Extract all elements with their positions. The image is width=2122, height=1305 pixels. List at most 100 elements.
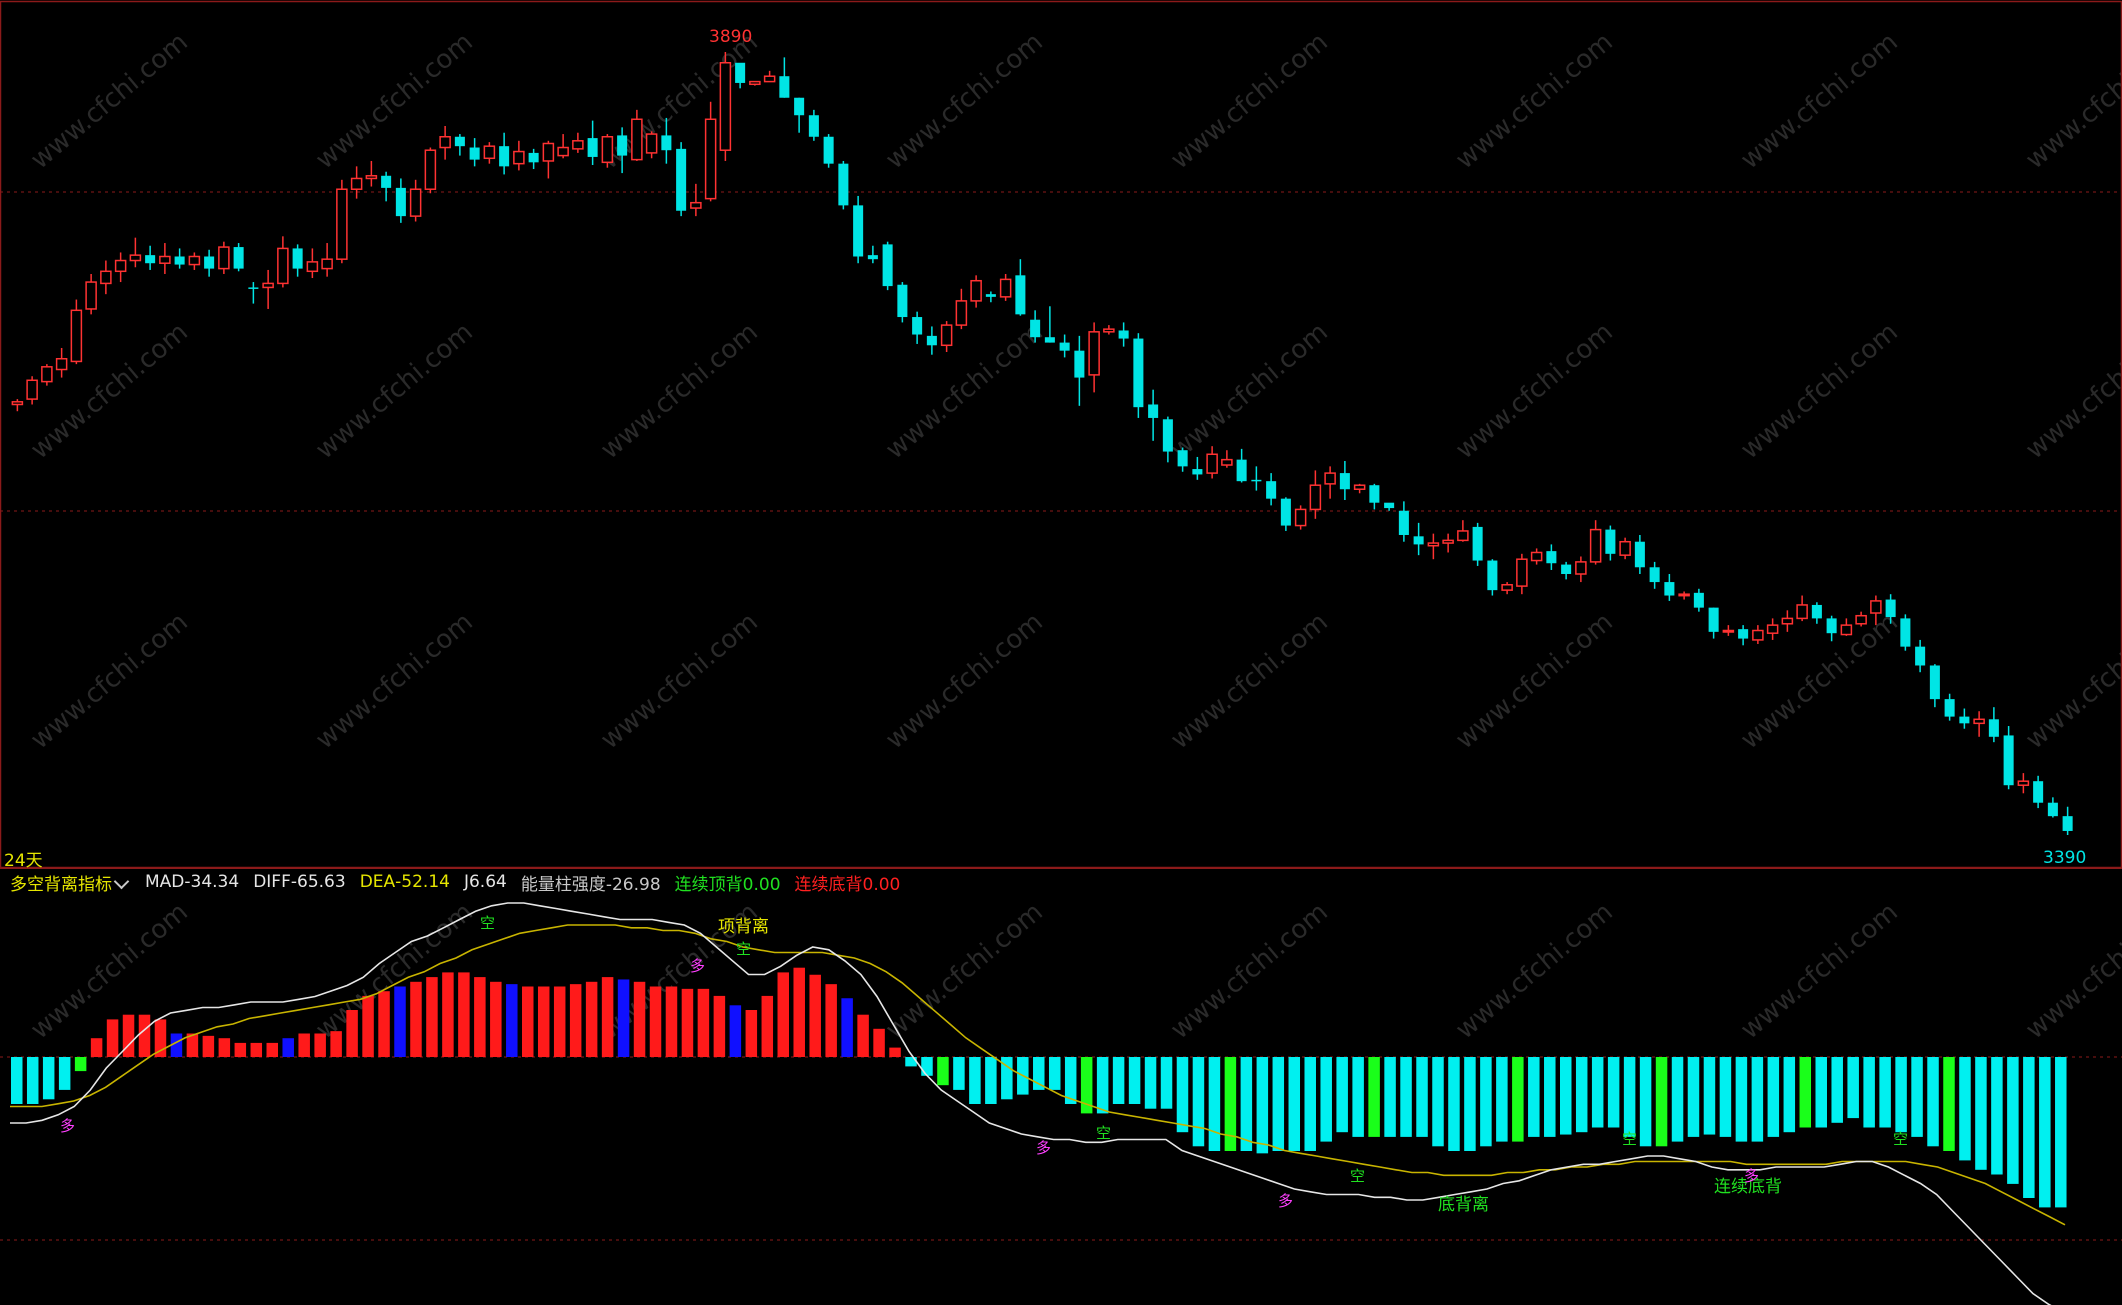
indicator-selector[interactable]: 多空背离指标 xyxy=(10,870,131,895)
watermark-text: www.cfchi.com xyxy=(880,317,1049,465)
histogram-bar-positive xyxy=(713,995,726,1057)
candle-body-down xyxy=(676,148,687,211)
histogram-bar-negative xyxy=(1208,1057,1221,1151)
histogram-bar-negative xyxy=(2055,1057,2067,1208)
watermark-text: www.cfchi.com xyxy=(2020,317,2122,465)
candle-body-up xyxy=(41,366,53,383)
histogram-bar-negative xyxy=(1304,1057,1316,1151)
candle-body-down xyxy=(882,244,893,287)
histogram-bar-negative xyxy=(1192,1057,1205,1147)
histogram-bar-negative xyxy=(1064,1057,1077,1104)
candle-body-up xyxy=(483,145,496,160)
candle-body-up xyxy=(557,146,569,157)
histogram-bar-negative xyxy=(11,1057,23,1104)
histogram-bar-negative xyxy=(1448,1057,1460,1151)
watermark-text: www.cfchi.com xyxy=(1450,27,1619,175)
candle-body-down xyxy=(1988,719,1999,737)
candle-body-down xyxy=(292,248,303,269)
histogram-bar-positive xyxy=(170,1033,183,1057)
histogram-bar-positive xyxy=(777,972,790,1057)
candle-body-down xyxy=(1900,618,1911,647)
period-label: 24天 xyxy=(4,851,43,871)
histogram-bar-negative xyxy=(1272,1057,1285,1151)
candle-body-down xyxy=(395,187,406,217)
candle-body-down xyxy=(1266,481,1277,499)
long-signal: 多 xyxy=(1744,1167,1760,1185)
histogram-bar-positive xyxy=(793,967,805,1057)
histogram-bar-negative xyxy=(1368,1057,1380,1137)
short-signal: 空 xyxy=(736,940,752,958)
watermark-text: www.cfchi.com xyxy=(1165,27,1334,175)
histogram-bar-negative xyxy=(921,1057,933,1076)
candle-body-down xyxy=(1192,469,1203,475)
histogram-bar-positive xyxy=(569,984,582,1057)
histogram-bar-positive xyxy=(649,986,662,1057)
histogram-bar-negative xyxy=(1911,1057,1923,1137)
histogram-bar-positive xyxy=(729,1005,742,1057)
histogram-bar-negative xyxy=(1240,1057,1253,1151)
candle-body-down xyxy=(1369,485,1380,503)
short-signal: 空 xyxy=(1622,1130,1638,1148)
histogram-bar-negative xyxy=(26,1057,39,1104)
histogram-bar-negative xyxy=(1863,1057,1875,1128)
diff-value: -65.63 xyxy=(290,872,346,892)
candle-body-down xyxy=(174,256,185,265)
histogram-bar-negative xyxy=(1671,1057,1684,1142)
histogram-bar-positive xyxy=(522,986,534,1057)
candle-body-down xyxy=(1280,498,1291,526)
candle-body-up xyxy=(1457,530,1469,542)
watermark-text: www.cfchi.com xyxy=(1450,607,1619,755)
candle-body-up xyxy=(645,133,658,154)
watermark-text: www.cfchi.com xyxy=(2020,27,2122,175)
candle-body-up xyxy=(1353,484,1366,490)
diff-label: DIFF xyxy=(253,872,291,892)
candle-body-down xyxy=(528,152,539,163)
candle-body-up xyxy=(1840,624,1853,636)
candle-body-down xyxy=(204,256,215,269)
candle-body-up xyxy=(336,188,348,260)
histogram-bar-positive xyxy=(474,977,486,1057)
watermark-text: www.cfchi.com xyxy=(2020,607,2122,755)
candle-body-down xyxy=(454,136,465,147)
candle-body-up xyxy=(1796,604,1808,620)
short-signal: 空 xyxy=(1350,1167,1366,1185)
histogram-bar-positive xyxy=(761,995,774,1057)
histogram-bar-positive xyxy=(697,988,710,1057)
candle-body-down xyxy=(985,294,996,297)
candle-body-up xyxy=(306,261,319,273)
candle-body-up xyxy=(513,150,525,165)
histogram-bar-negative xyxy=(1400,1057,1412,1137)
histogram-bar-positive xyxy=(90,1038,103,1057)
candle-body-up xyxy=(2017,780,2030,786)
candle-body-up xyxy=(955,300,968,326)
candle-body-down xyxy=(1649,567,1660,583)
histogram-bar-negative xyxy=(1879,1057,1891,1128)
histogram-bar-negative xyxy=(2023,1057,2035,1198)
watermark-text: www.cfchi.com xyxy=(880,607,1049,755)
candle-body-up xyxy=(1427,542,1440,547)
histogram-bar-positive xyxy=(665,986,678,1057)
dea-line xyxy=(10,924,2066,1226)
histogram-bar-negative xyxy=(1080,1057,1093,1114)
chevron-down-icon[interactable] xyxy=(113,873,130,890)
candle-body-up xyxy=(1206,453,1218,474)
histogram-bar-positive xyxy=(330,1031,342,1057)
candle-body-down xyxy=(735,62,746,83)
candle-body-down xyxy=(823,136,834,164)
histogram-bar-negative xyxy=(1336,1057,1348,1133)
histogram-bar-negative xyxy=(1703,1057,1716,1135)
candle-body-down xyxy=(1044,337,1055,343)
histogram-bar-negative xyxy=(1001,1057,1013,1100)
diff-line xyxy=(10,902,2052,1305)
watermark-text: www.cfchi.com xyxy=(1735,607,1904,755)
candle-body-down xyxy=(1162,419,1173,452)
histogram-bar-negative xyxy=(1224,1057,1237,1151)
histogram-bar-positive xyxy=(298,1033,310,1057)
histogram-bar-negative xyxy=(1496,1057,1508,1142)
candle-body-down xyxy=(617,135,628,156)
histogram-bar-negative xyxy=(1927,1057,1939,1147)
watermark-text: www.cfchi.com xyxy=(1450,897,1619,1045)
candle-body-down xyxy=(1118,330,1129,339)
long-signal: 多 xyxy=(60,1117,76,1135)
